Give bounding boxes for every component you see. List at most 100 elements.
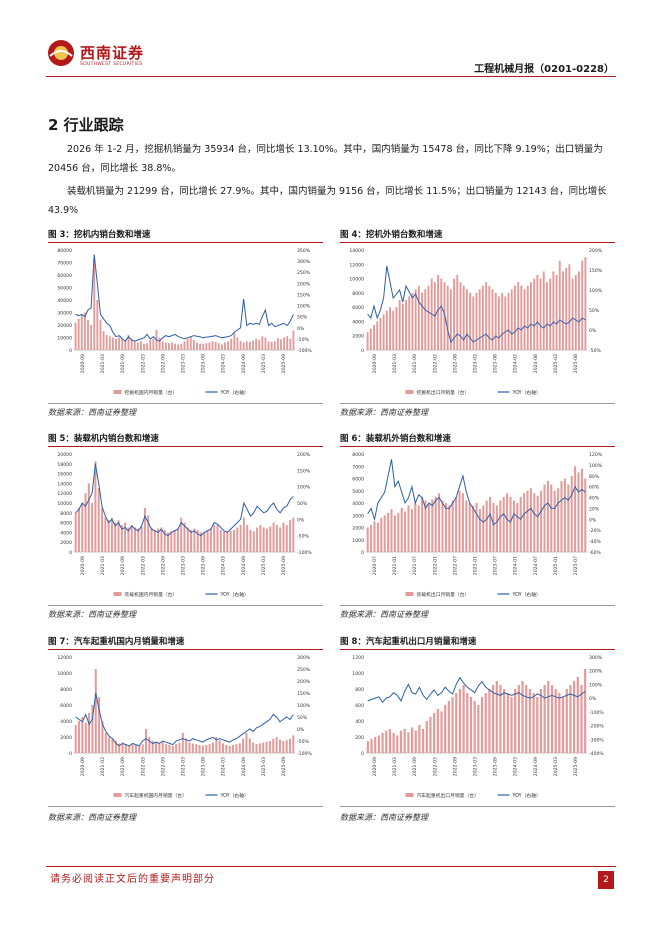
bar [462, 285, 465, 350]
bar [114, 741, 117, 753]
bar [174, 343, 177, 350]
bar [446, 285, 449, 350]
figure-8-title: 图 8：汽车起重机出口月销量和增速 [340, 637, 477, 647]
bar [94, 669, 97, 753]
bar [494, 292, 497, 350]
bar [370, 525, 373, 552]
section-title: 2 行业跟踪 [48, 116, 124, 134]
bar [121, 338, 124, 350]
bar [163, 529, 166, 552]
bar [242, 342, 245, 350]
bar [239, 525, 242, 552]
right-axis-tick-label: -60% [589, 550, 602, 556]
bar [584, 478, 587, 552]
bar [366, 741, 369, 753]
x-axis-tick-label: 2025-01 [553, 556, 559, 575]
right-axis-tick-label: 20% [589, 506, 600, 512]
bar [181, 733, 184, 753]
bar [495, 505, 498, 552]
bar [410, 727, 414, 753]
bar [499, 500, 502, 552]
right-axis-tick-label: -400% [589, 751, 604, 757]
bar [436, 709, 439, 753]
bar [192, 340, 195, 350]
bar [99, 320, 102, 350]
bar [424, 289, 427, 350]
bar [133, 341, 136, 350]
bar [117, 520, 120, 552]
bar [77, 507, 80, 552]
figure-4-chart: 14000 12000 10000 8000 6000 4000 2000 0 200% 150%… [349, 248, 602, 396]
bar [374, 737, 377, 753]
bar [90, 325, 93, 350]
figure-3-rule [48, 242, 323, 243]
right-axis-tick-label: 100% [589, 682, 603, 688]
bar [107, 520, 110, 552]
left-axis-tick-label: 30000 [57, 311, 72, 317]
x-axis-tick-label: 2022-03 [140, 556, 146, 575]
bar [198, 745, 201, 753]
figure-6-title: 图 6：装载机外销台数和增速 [340, 434, 451, 444]
right-axis-tick-label: 100% [297, 304, 311, 310]
bar [565, 689, 568, 753]
bar [196, 529, 199, 552]
bar [397, 512, 400, 552]
right-axis-tick-label: 50% [589, 308, 600, 314]
bar [547, 681, 550, 753]
bar [289, 520, 292, 552]
bar [121, 742, 124, 753]
bar [433, 713, 436, 753]
legend-bar-label: 装载机出口月销量（台） [417, 591, 470, 598]
bar [286, 336, 289, 350]
figure-4-source: 数据来源：西南证券整理 [340, 408, 428, 417]
bar [393, 515, 396, 552]
bar [533, 278, 536, 350]
bar [414, 289, 417, 350]
bar [444, 705, 447, 753]
bar [200, 532, 202, 552]
bar [275, 737, 278, 753]
bar [153, 529, 156, 552]
left-axis-tick-label: 2000 [60, 540, 72, 546]
bar [506, 693, 509, 753]
left-axis-tick-label: 10000 [349, 277, 364, 283]
figure-3-source: 数据来源：西南证券整理 [48, 408, 136, 417]
bar [292, 330, 295, 350]
logo-english-name: SOUTHWEST SECURITIES [80, 62, 143, 67]
yoy-line [367, 459, 586, 526]
bar [385, 730, 388, 753]
x-axis-tick-label: 2021-07 [412, 556, 418, 575]
x-axis-tick-label: 2023-03 [473, 757, 479, 776]
bar [213, 525, 216, 552]
bar [414, 730, 417, 753]
bar [111, 337, 114, 350]
bar [223, 531, 226, 552]
bar [235, 744, 238, 753]
x-axis-tick-label: 2022-07 [452, 556, 458, 575]
left-axis-tick-label: 12000 [57, 655, 72, 661]
x-axis-tick-label: 2022-08 [452, 354, 458, 373]
bar [453, 278, 456, 350]
bar [104, 733, 107, 753]
bar [568, 264, 571, 350]
bar [205, 343, 208, 350]
x-axis-tick-label: 2021-03 [392, 354, 398, 373]
bar [390, 509, 393, 552]
bar [255, 744, 258, 753]
bar [98, 697, 101, 753]
right-axis-tick-label: 250% [297, 667, 311, 673]
bar [170, 531, 173, 552]
bar [549, 278, 552, 350]
right-axis-tick-label: -50% [297, 337, 310, 343]
left-axis-tick-label: 1200 [352, 655, 364, 661]
legend-bar-swatch [405, 793, 414, 797]
legend-bar-swatch [405, 592, 414, 596]
bar [472, 505, 475, 552]
bar [521, 681, 524, 753]
bar [267, 341, 270, 350]
yoy-line [75, 254, 294, 342]
right-axis-tick-label: 40% [589, 496, 600, 502]
right-axis-tick-label: 300% [297, 655, 311, 661]
left-axis-tick-label: 10000 [57, 671, 72, 677]
bar [245, 733, 248, 753]
